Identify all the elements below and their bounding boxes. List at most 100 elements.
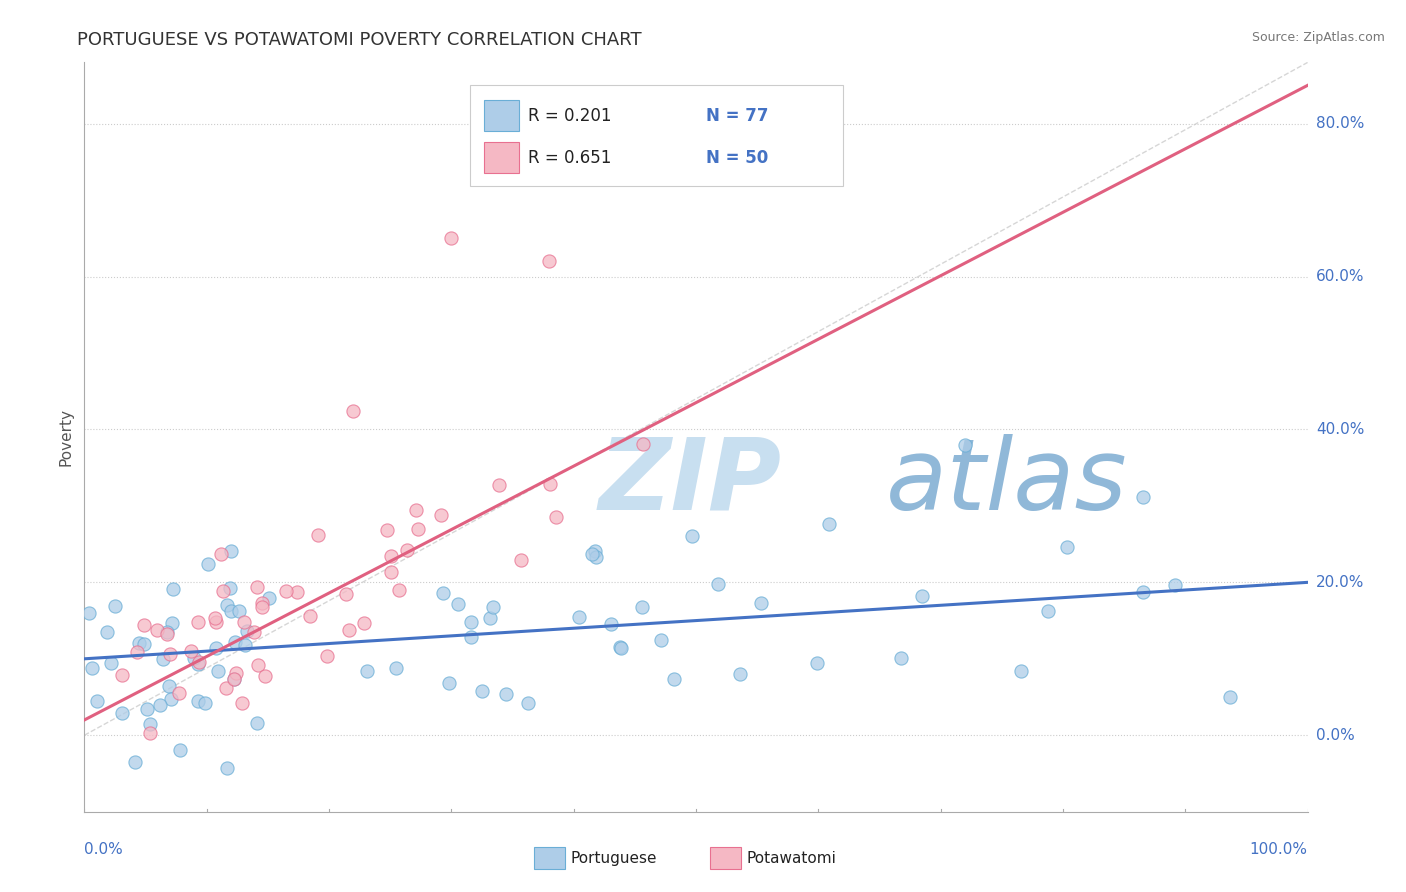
- Point: [219, 603, 242, 617]
- Point: [159, 692, 181, 706]
- Point: [132, 637, 155, 651]
- Point: [149, 698, 172, 712]
- Point: [80, 660, 103, 674]
- Point: [236, 624, 259, 639]
- Point: [581, 547, 603, 561]
- Point: [111, 706, 134, 721]
- Point: [157, 679, 180, 693]
- Point: [104, 599, 127, 613]
- Point: [460, 630, 482, 644]
- Text: 0.0%: 0.0%: [84, 842, 124, 857]
- Point: [160, 615, 183, 630]
- Y-axis label: Poverty: Poverty: [58, 408, 73, 467]
- Point: [139, 726, 162, 740]
- Point: [488, 477, 510, 491]
- Point: [356, 664, 378, 678]
- Point: [155, 624, 177, 639]
- Point: [429, 508, 451, 522]
- Point: [219, 581, 242, 595]
- Point: [510, 553, 533, 567]
- Point: [136, 701, 159, 715]
- Point: [77, 606, 100, 620]
- Point: [707, 576, 730, 591]
- Point: [495, 687, 517, 701]
- Point: [388, 582, 411, 597]
- Point: [630, 599, 652, 614]
- Point: [395, 543, 418, 558]
- Point: [228, 604, 250, 618]
- Point: [224, 634, 246, 648]
- Point: [664, 673, 686, 687]
- Point: [246, 716, 269, 731]
- Point: [380, 565, 402, 579]
- Point: [252, 596, 274, 610]
- Point: [460, 615, 482, 629]
- Point: [544, 509, 567, 524]
- Point: [111, 667, 134, 681]
- Point: [730, 667, 752, 681]
- Text: atlas: atlas: [886, 434, 1128, 531]
- FancyBboxPatch shape: [470, 85, 842, 186]
- Text: Potawatomi: Potawatomi: [747, 851, 837, 865]
- Point: [405, 503, 427, 517]
- Point: [471, 684, 494, 698]
- Point: [232, 615, 254, 630]
- Text: 40.0%: 40.0%: [1316, 422, 1364, 437]
- Point: [162, 582, 184, 596]
- Point: [276, 584, 298, 599]
- Point: [86, 693, 108, 707]
- Point: [1132, 490, 1154, 504]
- Point: [818, 517, 841, 532]
- Point: [482, 599, 505, 614]
- Point: [139, 716, 162, 731]
- Point: [335, 587, 357, 601]
- Point: [385, 661, 408, 675]
- Point: [222, 673, 245, 687]
- Point: [342, 404, 364, 418]
- Point: [254, 669, 277, 683]
- Text: R = 0.651: R = 0.651: [529, 149, 612, 168]
- Point: [339, 623, 361, 637]
- Point: [890, 651, 912, 665]
- Text: 100.0%: 100.0%: [1250, 842, 1308, 857]
- Point: [217, 760, 239, 774]
- Point: [180, 644, 202, 658]
- Point: [1132, 585, 1154, 599]
- Point: [127, 645, 149, 659]
- Point: [152, 652, 174, 666]
- Point: [609, 641, 631, 656]
- FancyBboxPatch shape: [484, 142, 519, 173]
- Point: [478, 611, 501, 625]
- Point: [169, 743, 191, 757]
- Text: R = 0.201: R = 0.201: [529, 107, 612, 126]
- Point: [585, 549, 607, 564]
- Point: [212, 583, 235, 598]
- Point: [246, 581, 269, 595]
- Point: [583, 543, 606, 558]
- Point: [538, 477, 561, 491]
- Point: [215, 598, 238, 612]
- Point: [205, 615, 228, 629]
- Point: [96, 624, 118, 639]
- Point: [631, 437, 654, 451]
- Point: [599, 617, 621, 632]
- Text: ZIP: ZIP: [598, 434, 782, 531]
- Point: [209, 547, 232, 561]
- Point: [215, 681, 238, 696]
- Point: [806, 656, 828, 670]
- Text: Source: ZipAtlas.com: Source: ZipAtlas.com: [1251, 31, 1385, 45]
- Point: [187, 615, 209, 629]
- Point: [298, 608, 321, 623]
- Text: 80.0%: 80.0%: [1316, 116, 1364, 131]
- Point: [516, 696, 538, 710]
- Point: [233, 638, 256, 652]
- Point: [285, 584, 308, 599]
- Text: N = 50: N = 50: [706, 149, 768, 168]
- Point: [159, 647, 181, 661]
- Point: [231, 696, 253, 710]
- Point: [257, 591, 280, 606]
- Point: [437, 676, 460, 690]
- Point: [681, 529, 703, 543]
- Point: [188, 656, 211, 670]
- Point: [243, 624, 266, 639]
